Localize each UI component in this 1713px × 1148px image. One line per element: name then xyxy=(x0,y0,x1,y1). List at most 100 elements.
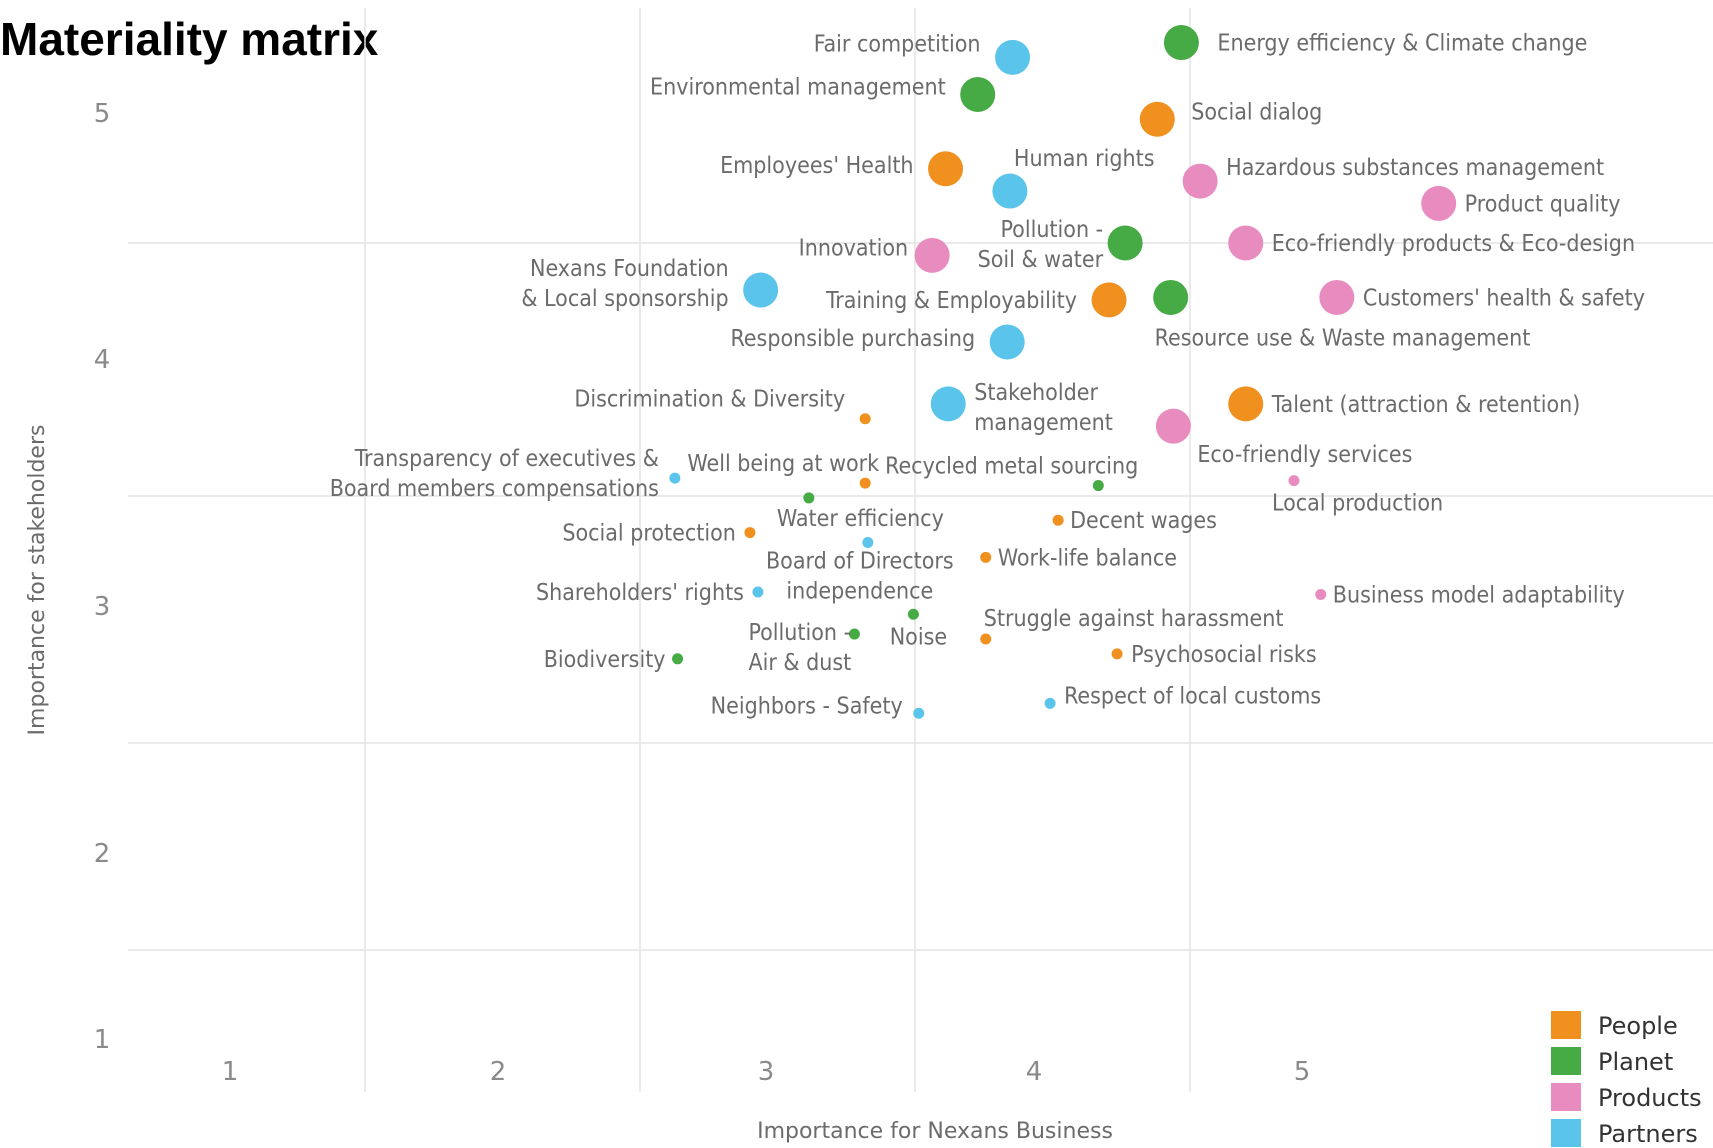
label-well-being-at-work: Well being at work xyxy=(687,451,879,477)
x-tick-label: 3 xyxy=(758,1057,775,1087)
point-local-production xyxy=(1288,475,1300,487)
y-tick-label: 5 xyxy=(94,99,111,129)
label-resource-use-waste-management: Resource use & Waste management xyxy=(1155,325,1531,351)
y-axis-label: Importance for stakeholders xyxy=(25,425,50,736)
label-discrimination-diversity: Discrimination & Diversity xyxy=(574,387,845,413)
point-social-protection xyxy=(744,527,756,539)
point-neighbors-safety xyxy=(913,707,925,719)
point-well-being-at-work xyxy=(859,477,871,489)
label-respect-of-local-customs: Respect of local customs xyxy=(1064,683,1321,709)
point-shareholders-rights xyxy=(752,586,764,598)
y-axis-ticks: 1 2 3 4 5 xyxy=(94,99,111,1055)
label-human-rights: Human rights xyxy=(1014,146,1155,172)
label-pollution-soil-water: Pollution -Soil & water xyxy=(978,217,1104,273)
point-customers-health-safety xyxy=(1319,279,1355,315)
x-tick-label: 4 xyxy=(1026,1057,1043,1087)
point-resource-use-waste-management xyxy=(1153,279,1189,315)
label-work-life-balance: Work-life balance xyxy=(998,545,1177,571)
label-nexans-foundation-local-sponsorship: Nexans Foundation & Local sponsorship xyxy=(521,256,728,312)
point-energy-efficiency-climate-change xyxy=(1163,25,1199,61)
label-employees-health: Employees' Health xyxy=(720,153,913,179)
label-decent-wages: Decent wages xyxy=(1070,508,1217,534)
point-fair-competition xyxy=(995,39,1031,75)
label-environmental-management: Environmental management xyxy=(650,75,946,101)
point-environmental-management xyxy=(960,77,996,112)
data-labels: Workplace safetyEnergy efficiency & Clim… xyxy=(330,31,1645,720)
point-eco-friendly-services xyxy=(1155,408,1191,444)
label-shareholders-rights: Shareholders' rights xyxy=(536,580,744,606)
legend-label-products: Products xyxy=(1598,1084,1702,1112)
label-biodiversity: Biodiversity xyxy=(544,647,666,673)
legend-swatch-planet xyxy=(1551,1047,1581,1075)
point-employees-health xyxy=(928,151,964,187)
label-struggle-against-harassment: Struggle against harassment xyxy=(984,606,1284,632)
label-transparency-of-executives-board-members-compensations: Transparency of executives & Board member… xyxy=(330,446,659,502)
label-noise: Noise xyxy=(890,624,947,650)
point-social-dialog xyxy=(1139,101,1175,137)
point-board-of-directors-independence xyxy=(862,536,874,548)
point-business-model-adaptability xyxy=(1315,588,1327,600)
chart-title: Materiality matrix xyxy=(0,13,379,65)
point-innovation xyxy=(914,237,950,273)
legend: People Planet Products Partners xyxy=(1551,1011,1702,1148)
point-work-life-balance xyxy=(980,551,992,563)
point-biodiversity xyxy=(672,653,684,665)
point-respect-of-local-customs xyxy=(1044,697,1056,709)
point-noise xyxy=(907,608,919,620)
x-tick-label: 2 xyxy=(490,1057,507,1087)
point-decent-wages xyxy=(1052,514,1064,526)
label-psychosocial-risks: Psychosocial risks xyxy=(1131,642,1317,668)
point-hazardous-substances-management xyxy=(1182,163,1218,199)
point-human-rights xyxy=(992,173,1028,209)
label-board-of-directors-independence: Board of Directors independence xyxy=(766,548,954,604)
legend-swatch-people xyxy=(1551,1011,1581,1039)
label-business-model-adaptability: Business model adaptability xyxy=(1333,582,1625,608)
y-tick-label: 3 xyxy=(94,592,111,622)
legend-swatch-products xyxy=(1551,1083,1581,1111)
point-struggle-against-harassment xyxy=(980,633,992,645)
label-social-protection: Social protection xyxy=(562,521,736,547)
label-neighbors-safety: Neighbors - Safety xyxy=(711,693,903,719)
label-water-efficiency: Water efficiency xyxy=(777,506,944,532)
label-pollution-air-dust: Pollution -Air & dust xyxy=(748,620,851,676)
point-transparency-of-executives-board-members-compensations xyxy=(669,472,681,484)
label-responsible-purchasing: Responsible purchasing xyxy=(730,326,975,352)
point-training-employability xyxy=(1091,282,1127,318)
label-social-dialog: Social dialog xyxy=(1191,99,1322,125)
point-talent-attraction-retention xyxy=(1228,386,1264,422)
point-recycled-metal-sourcing xyxy=(1092,480,1104,492)
point-pollution-air-dust xyxy=(848,628,860,640)
x-tick-label: 5 xyxy=(1294,1057,1311,1087)
x-axis-label: Importance for Nexans Business xyxy=(757,1119,1113,1144)
label-eco-friendly-services: Eco-friendly services xyxy=(1197,442,1412,468)
point-eco-friendly-products-eco-design xyxy=(1228,225,1264,261)
label-training-employability: Training & Employability xyxy=(825,288,1077,314)
legend-swatch-partners xyxy=(1551,1119,1581,1147)
label-talent-attraction-retention: Talent (attraction & retention) xyxy=(1271,392,1581,418)
y-tick-label: 2 xyxy=(94,839,111,869)
point-stakeholder-management xyxy=(930,386,966,422)
point-psychosocial-risks xyxy=(1111,648,1123,660)
x-axis-ticks: 1 2 3 4 5 xyxy=(222,1057,1311,1087)
y-tick-label: 1 xyxy=(94,1025,111,1055)
label-hazardous-substances-management: Hazardous substances management xyxy=(1226,155,1604,181)
label-customers-health-safety: Customers' health & safety xyxy=(1363,285,1645,311)
legend-label-partners: Partners xyxy=(1598,1120,1698,1148)
label-local-production: Local production xyxy=(1272,491,1443,517)
point-product-quality xyxy=(1421,185,1457,221)
legend-label-people: People xyxy=(1598,1012,1678,1040)
point-responsible-purchasing xyxy=(989,324,1025,360)
label-stakeholder-management: Stakeholder management xyxy=(974,380,1113,436)
label-eco-friendly-products-eco-design: Eco-friendly products & Eco-design xyxy=(1272,231,1635,257)
point-discrimination-diversity xyxy=(859,413,871,425)
label-fair-competition: Fair competition xyxy=(814,31,981,57)
x-tick-label: 1 xyxy=(222,1057,239,1087)
label-innovation: Innovation xyxy=(799,235,909,261)
legend-label-planet: Planet xyxy=(1598,1048,1673,1076)
point-water-efficiency xyxy=(803,492,815,504)
y-tick-label: 4 xyxy=(94,345,111,375)
data-points xyxy=(669,25,1457,719)
label-energy-efficiency-climate-change: Energy efficiency & Climate change xyxy=(1217,31,1587,57)
point-pollution-soil-water xyxy=(1107,225,1143,261)
